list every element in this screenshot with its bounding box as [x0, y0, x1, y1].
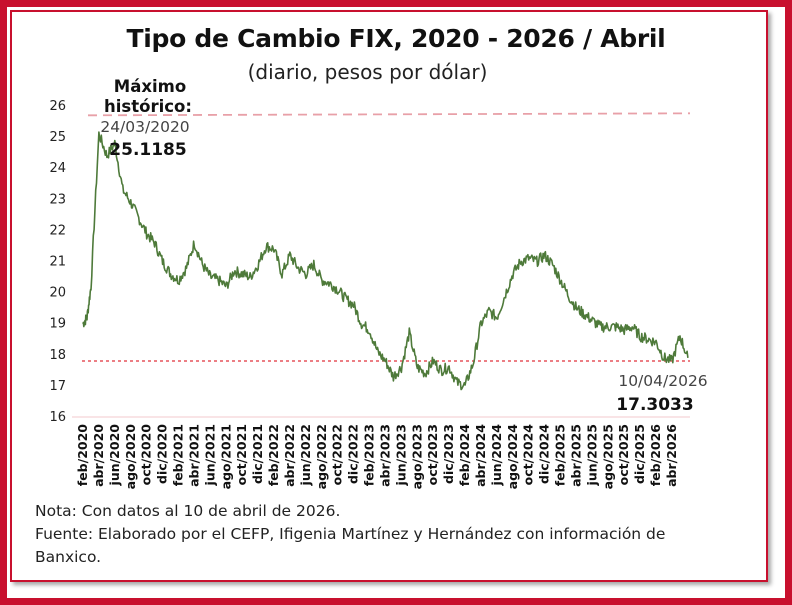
x-tick-label: dic/2025 [632, 424, 647, 484]
x-tick-label: feb/2020 [75, 424, 90, 487]
max-reference-line [87, 112, 691, 117]
y-tick-label: 18 [49, 348, 66, 363]
x-tick-label: jun/2020 [107, 424, 122, 487]
x-tick-label: dic/2024 [537, 424, 552, 484]
y-tick-label: 20 [49, 286, 66, 301]
x-tick-label: oct/2023 [425, 424, 440, 485]
y-tick-label: 22 [49, 223, 66, 238]
x-tick-label: feb/2025 [553, 424, 568, 486]
x-tick-label: dic/2021 [250, 424, 265, 484]
x-tick-label: feb/2026 [648, 424, 663, 487]
x-tick-label: jun/2022 [298, 424, 313, 486]
x-tick-label: oct/2021 [234, 424, 249, 485]
y-tick-label: 24 [49, 161, 66, 176]
y-tick-label: 23 [49, 192, 66, 207]
chart-panel [10, 10, 768, 582]
x-tick-label: jun/2021 [202, 424, 217, 486]
x-tick-label: jun/2023 [393, 424, 408, 486]
y-tick-label: 26 [49, 99, 66, 114]
x-tick-label: ago/2024 [505, 424, 520, 490]
x-tick-label: ago/2020 [123, 424, 138, 490]
max-label-line1: Máximo [114, 77, 186, 96]
x-tick-label: feb/2024 [457, 424, 472, 487]
x-tick-label: ago/2021 [218, 424, 233, 489]
y-tick-label: 19 [49, 317, 66, 332]
x-tick-label: ago/2025 [600, 424, 615, 489]
last-value: 17.3033 [616, 395, 693, 415]
x-tick-label: feb/2022 [266, 424, 281, 486]
x-tick-label: oct/2025 [616, 424, 631, 485]
x-tick-label: abr/2026 [664, 424, 679, 487]
x-tick-label: dic/2023 [441, 424, 456, 484]
series-line [82, 131, 689, 391]
x-tick-label: feb/2023 [362, 424, 377, 486]
y-tick-label: 17 [49, 379, 66, 394]
y-axis: 16 17 18 19 20 21 22 23 24 25 26 [49, 99, 690, 425]
x-tick-label: abr/2021 [186, 424, 201, 487]
x-tick-label: dic/2020 [155, 424, 170, 484]
max-date: 24/03/2020 [100, 118, 189, 136]
x-tick-label: abr/2024 [473, 424, 488, 487]
y-tick-label: 16 [49, 410, 66, 425]
x-tick-label: ago/2022 [314, 424, 329, 489]
notes: Nota: Con datos al 10 de abril de 2026. … [35, 500, 675, 569]
x-tick-label: jun/2025 [584, 424, 599, 486]
x-tick-label: abr/2025 [568, 424, 583, 487]
series-group [82, 131, 689, 391]
y-tick-label: 21 [49, 255, 66, 270]
max-value: 25.1185 [109, 140, 186, 160]
x-tick-label: oct/2022 [330, 424, 345, 485]
x-tick-label: dic/2022 [346, 424, 361, 484]
x-tick-label: ago/2023 [409, 424, 424, 489]
x-tick-label: feb/2021 [171, 424, 186, 486]
x-tick-label: abr/2020 [91, 424, 106, 487]
x-tick-label: oct/2020 [139, 424, 154, 486]
x-tick-label: abr/2022 [282, 424, 297, 487]
note-line: Nota: Con datos al 10 de abril de 2026. [35, 502, 341, 520]
chart-subtitle: (diario, pesos por dólar) [247, 60, 488, 84]
source-line: Fuente: Elaborado por el CEFP, Ifigenia … [35, 525, 666, 566]
y-tick-label: 25 [49, 130, 66, 145]
chart-title: Tipo de Cambio FIX, 2020 - 2026 / Abril [126, 24, 666, 53]
x-tick-label: abr/2023 [377, 424, 392, 487]
max-label-line2: histórico: [104, 97, 192, 116]
x-axis: feb/2020 abr/2020 jun/2020 ago/2020 oct/2020… [75, 424, 679, 490]
x-tick-label: jun/2024 [489, 424, 504, 487]
last-date: 10/04/2026 [618, 372, 707, 390]
x-tick-label: oct/2024 [521, 424, 536, 486]
